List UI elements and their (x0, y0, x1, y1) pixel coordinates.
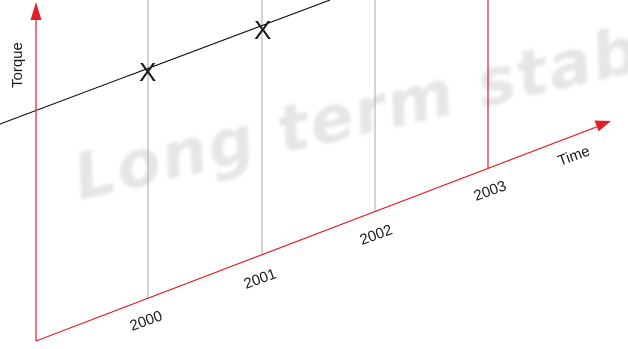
watermark-text: Long term stability (67, 0, 628, 216)
trend-line (0, 0, 331, 125)
x-axis-arrowhead (594, 120, 611, 132)
x-axis-title: Time (556, 143, 593, 170)
year-label-2000: 2000 (128, 307, 165, 334)
year-label-2001: 2001 (242, 265, 279, 292)
measurement-marker-2001: X (254, 15, 271, 45)
year-label-2002: 2002 (358, 221, 395, 248)
measurement-marker-2000: X (139, 57, 156, 87)
x-axis (35, 125, 600, 342)
y-axis-title: Torque (9, 42, 26, 88)
year-label-2003: 2003 (472, 177, 509, 204)
y-axis-arrowhead (30, 2, 42, 20)
